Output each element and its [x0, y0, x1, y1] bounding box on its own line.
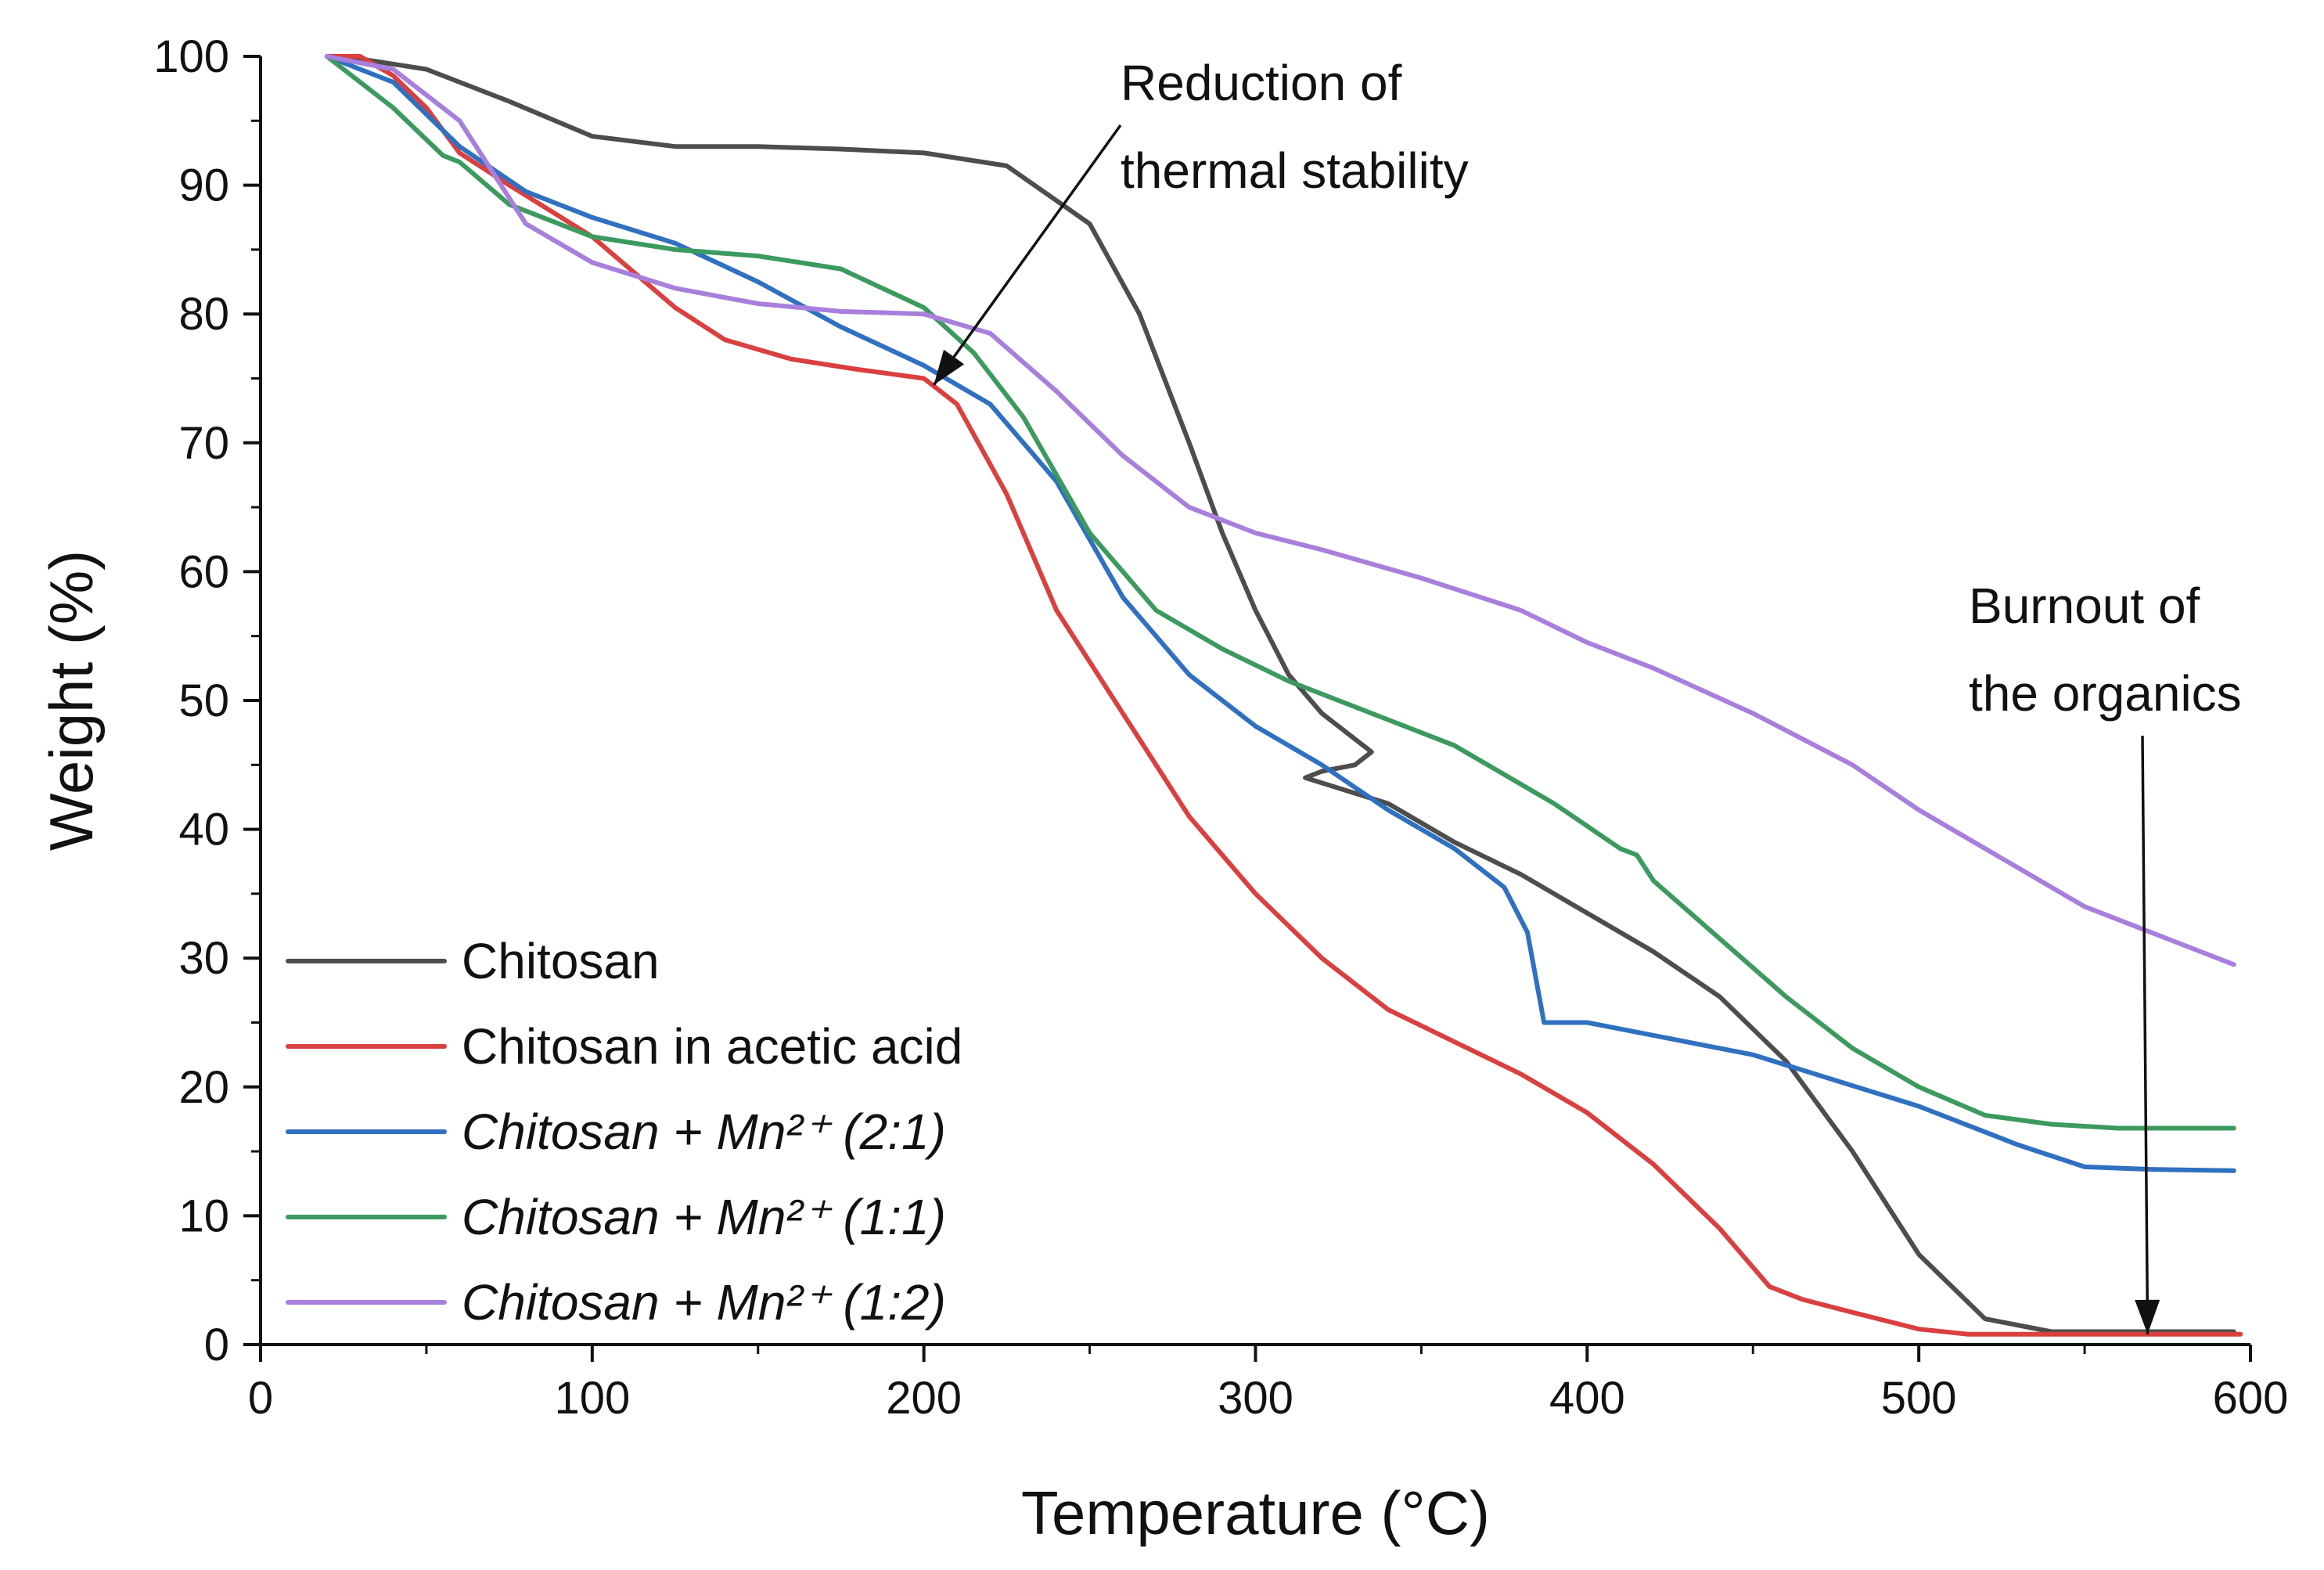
series-layer	[324, 54, 2243, 1337]
annotation-2-line-1: Burnout of	[1969, 578, 2200, 634]
x-tick-label-600: 600	[2213, 1373, 2289, 1424]
series-line-2	[324, 54, 2243, 1337]
legend-label-4: Chitosan + Mn²⁺ (1:1)	[462, 1189, 946, 1245]
annotation-arrow-1-shaft	[932, 124, 1122, 386]
annotation-arrow-2-head	[2135, 1299, 2160, 1334]
y-tick-label-80: 80	[178, 289, 229, 340]
y-axis-title: Weight (%)	[37, 550, 106, 851]
y-tick-label-10: 10	[178, 1190, 229, 1241]
legend-label-3: Chitosan + Mn²⁺ (2:1)	[462, 1104, 946, 1160]
legend-label-5: Chitosan + Mn²⁺ (1:2)	[462, 1274, 946, 1331]
y-tick-label-0: 0	[204, 1320, 229, 1370]
legend-label-2: Chitosan in acetic acid	[462, 1018, 962, 1075]
y-tick-label-60: 60	[178, 546, 229, 597]
series-line-5	[324, 54, 2236, 967]
x-tick-label-300: 300	[1218, 1373, 1293, 1424]
y-tick-label-20: 20	[178, 1062, 229, 1113]
legend-label-1: Chitosan	[462, 933, 660, 989]
y-tick-label-40: 40	[178, 805, 229, 855]
x-axis-title: Temperature (°C)	[1021, 1478, 1490, 1547]
annotation-arrow-1-head	[934, 349, 965, 385]
series-line-1	[341, 54, 2236, 1334]
annotation-1-line-2: thermal stability	[1121, 142, 1469, 199]
y-tick-label-90: 90	[178, 160, 229, 211]
x-tick-label-100: 100	[554, 1373, 630, 1424]
series-line-4	[324, 54, 2236, 1131]
y-tick-label-70: 70	[178, 418, 229, 469]
annotation-1-line-1: Reduction of	[1121, 55, 1402, 111]
annotation-2-line-2: the organics	[1969, 665, 2242, 722]
annotation-layer: Reduction of thermal stability Burnout of t…	[932, 55, 2242, 1334]
axes: 0 100 200 300 400 500 600 0 10 20 30 40 50 60 70 80 90 10…	[153, 31, 2288, 1424]
series-line-3	[324, 54, 2236, 1173]
y-tick-label-100: 100	[153, 31, 229, 82]
y-tick-label-50: 50	[178, 675, 229, 726]
y-tick-label-30: 30	[178, 933, 229, 984]
x-tick-label-200: 200	[886, 1373, 962, 1424]
legend: Chitosan Chitosan in acetic acid Chitosan …	[286, 933, 962, 1331]
x-tick-label-0: 0	[248, 1373, 273, 1424]
x-tick-label-400: 400	[1549, 1373, 1625, 1424]
x-tick-label-500: 500	[1881, 1373, 1957, 1424]
annotation-arrow-2-shaft	[2141, 735, 2150, 1334]
